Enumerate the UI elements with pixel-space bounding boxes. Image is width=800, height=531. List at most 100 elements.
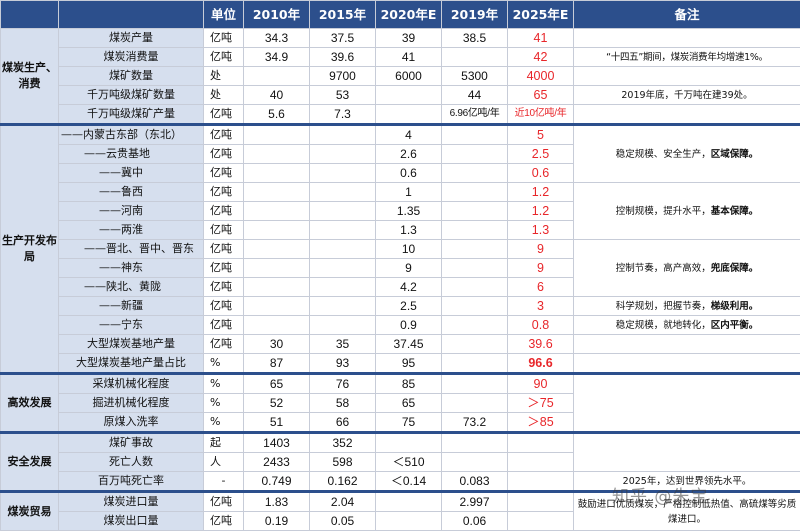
row-unit: % bbox=[204, 394, 244, 413]
row-label: 煤炭产量 bbox=[59, 29, 204, 48]
table-row: ——晋北、晋中、晋东 亿吨 10 9 控制节奏，高产高效，兜底保障。 bbox=[1, 240, 800, 259]
row-label: ——冀中 bbox=[59, 164, 204, 183]
cell-2025: 96.6 bbox=[508, 354, 574, 374]
cell-2019: 0.083 bbox=[442, 472, 508, 492]
row-label: ——神东 bbox=[59, 259, 204, 278]
cell-2019 bbox=[442, 259, 508, 278]
cell-2019: 73.2 bbox=[442, 413, 508, 433]
row-label: ——两淮 bbox=[59, 221, 204, 240]
cell-2025 bbox=[508, 433, 574, 453]
table-row: ——鲁西 亿吨 1 1.2 控制规模，提升水平，基本保障。 bbox=[1, 183, 800, 202]
cell-note bbox=[574, 67, 800, 86]
cell-2019 bbox=[442, 183, 508, 202]
row-unit: % bbox=[204, 354, 244, 374]
cell-2020: 85 bbox=[376, 374, 442, 394]
cell-2010 bbox=[244, 183, 310, 202]
table-row: ——新疆 亿吨 2.5 3 科学规划，把握节奏，梯级利用。 bbox=[1, 297, 800, 316]
row-label: 煤炭进口量 bbox=[59, 492, 204, 512]
row-unit: 亿吨 bbox=[204, 48, 244, 67]
cell-2010 bbox=[244, 145, 310, 164]
cell-2019: 5300 bbox=[442, 67, 508, 86]
cell-2019 bbox=[442, 453, 508, 472]
cell-2025: 6 bbox=[508, 278, 574, 297]
header-2019: 2019年 bbox=[442, 1, 508, 29]
cell-2025 bbox=[508, 492, 574, 512]
cell-note bbox=[574, 433, 800, 472]
cell-2019 bbox=[442, 354, 508, 374]
cell-2015: 0.05 bbox=[310, 512, 376, 531]
section-trade: 煤炭贸易 bbox=[1, 492, 59, 531]
cell-2020: 37.45 bbox=[376, 335, 442, 354]
cell-2025: ＞75 bbox=[508, 394, 574, 413]
row-unit: 亿吨 bbox=[204, 29, 244, 48]
header-2025e: 2025年E bbox=[508, 1, 574, 29]
cell-2020: 0.9 bbox=[376, 316, 442, 335]
cell-2010: 40 bbox=[244, 86, 310, 105]
cell-2025: 90 bbox=[508, 374, 574, 394]
cell-2025: 1.2 bbox=[508, 183, 574, 202]
cell-2010: 5.6 bbox=[244, 105, 310, 125]
watermark: 知乎 @朱宝 bbox=[612, 482, 708, 507]
cell-2020: 9 bbox=[376, 259, 442, 278]
cell-2019 bbox=[442, 316, 508, 335]
row-label: ——云贵基地 bbox=[59, 145, 204, 164]
cell-2010 bbox=[244, 202, 310, 221]
row-label: ——宁东 bbox=[59, 316, 204, 335]
table-row: 大型煤炭基地产量占比 % 87 93 95 96.6 bbox=[1, 354, 800, 374]
header-unit: 单位 bbox=[204, 1, 244, 29]
row-unit: 亿吨 bbox=[204, 145, 244, 164]
cell-2019 bbox=[442, 374, 508, 394]
note-bold: 区域保障。 bbox=[711, 149, 759, 160]
cell-2010: 65 bbox=[244, 374, 310, 394]
row-label: 百万吨死亡率 bbox=[59, 472, 204, 492]
cell-2025: 0.8 bbox=[508, 316, 574, 335]
cell-2010: 34.3 bbox=[244, 29, 310, 48]
table-row: 煤矿数量 处 9700 6000 5300 4000 bbox=[1, 67, 800, 86]
cell-2015: 53 bbox=[310, 86, 376, 105]
cell-note: 2019年底，千万吨在建39处。 bbox=[574, 86, 800, 105]
cell-2015 bbox=[310, 202, 376, 221]
cell-2019 bbox=[442, 125, 508, 145]
cell-2015 bbox=[310, 259, 376, 278]
row-unit: 亿吨 bbox=[204, 297, 244, 316]
cell-2020: 4.2 bbox=[376, 278, 442, 297]
cell-2020: 1 bbox=[376, 183, 442, 202]
cell-2010 bbox=[244, 278, 310, 297]
cell-2015: 58 bbox=[310, 394, 376, 413]
row-label: 死亡人数 bbox=[59, 453, 204, 472]
cell-2010 bbox=[244, 164, 310, 183]
cell-2015: 93 bbox=[310, 354, 376, 374]
row-label: 煤炭消费量 bbox=[59, 48, 204, 67]
note-plain: 稳定规模，就地转化， bbox=[616, 320, 711, 331]
cell-2010: 34.9 bbox=[244, 48, 310, 67]
row-unit: 亿吨 bbox=[204, 512, 244, 531]
row-unit: 亿吨 bbox=[204, 240, 244, 259]
row-label: ——河南 bbox=[59, 202, 204, 221]
cell-note bbox=[574, 374, 800, 433]
cell-2025: 0.6 bbox=[508, 164, 574, 183]
row-unit: 亿吨 bbox=[204, 335, 244, 354]
note-bold: 基本保障。 bbox=[711, 206, 759, 217]
section-layout: 生产开发布局 bbox=[1, 125, 59, 374]
cell-2015: 76 bbox=[310, 374, 376, 394]
cell-2010 bbox=[244, 67, 310, 86]
cell-2025: 9 bbox=[508, 240, 574, 259]
cell-2019 bbox=[442, 394, 508, 413]
cell-2019 bbox=[442, 335, 508, 354]
cell-2015 bbox=[310, 316, 376, 335]
cell-2010: 51 bbox=[244, 413, 310, 433]
cell-2025: 5 bbox=[508, 125, 574, 145]
table-row: 生产开发布局 ——内蒙古东部（东北） 亿吨 4 5 稳定规模、安全生产，区域保障… bbox=[1, 125, 800, 145]
cell-2015: 35 bbox=[310, 335, 376, 354]
row-unit: 亿吨 bbox=[204, 183, 244, 202]
row-unit: 起 bbox=[204, 433, 244, 453]
cell-2015 bbox=[310, 164, 376, 183]
row-label: 千万吨级煤矿产量 bbox=[59, 105, 204, 125]
row-label: ——新疆 bbox=[59, 297, 204, 316]
cell-2025: 42 bbox=[508, 48, 574, 67]
note-plain: 稳定规模、安全生产， bbox=[616, 149, 711, 160]
row-label: 煤矿事故 bbox=[59, 433, 204, 453]
cell-2019: 6.96亿吨/年 bbox=[442, 105, 508, 125]
table-row: 煤炭生产、消费 煤炭产量 亿吨 34.3 37.5 39 38.5 41 bbox=[1, 29, 800, 48]
